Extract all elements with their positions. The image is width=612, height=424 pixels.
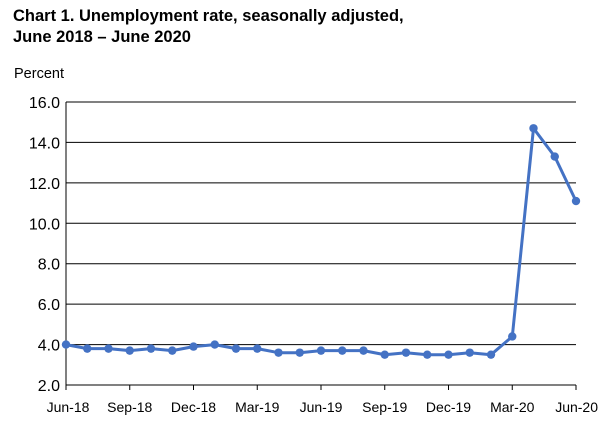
data-point bbox=[529, 124, 538, 133]
data-point bbox=[146, 344, 156, 353]
data-point bbox=[253, 344, 262, 353]
y-axis-label: Percent bbox=[14, 66, 64, 82]
x-tick-labels: Jun-18 Sep-18 Dec-18 Mar-19 Jun-19 Sep-19 Dec-… bbox=[47, 399, 599, 415]
data-point bbox=[571, 196, 581, 206]
x-tick-label: Jun-20 bbox=[555, 399, 598, 415]
data-point bbox=[189, 342, 198, 351]
data-point bbox=[359, 346, 368, 355]
data-point bbox=[486, 350, 496, 359]
chart-title-line: Chart 1. Unemployment rate, seasonally a… bbox=[13, 7, 404, 25]
data-point bbox=[465, 348, 474, 357]
gridlines bbox=[66, 101, 576, 346]
data-point bbox=[274, 348, 283, 357]
data-point bbox=[125, 346, 134, 355]
data-point bbox=[401, 348, 411, 357]
data-point bbox=[104, 344, 113, 353]
data-point bbox=[444, 350, 453, 359]
x-tick-label: Jun-19 bbox=[300, 399, 343, 415]
series-group bbox=[61, 124, 581, 359]
data-point bbox=[423, 350, 432, 359]
x-tick-label: Sep-19 bbox=[362, 399, 407, 415]
y-tick-label: 4.0 bbox=[38, 338, 60, 355]
data-point bbox=[295, 348, 304, 357]
series-line bbox=[65, 126, 578, 357]
y-tick-label: 16.0 bbox=[29, 95, 60, 112]
data-point bbox=[83, 344, 92, 353]
y-tick-labels: 2.0 4.0 6.0 8.0 10.0 12.0 14.0 16.0 bbox=[29, 95, 60, 395]
chart-title: Chart 1. Unemployment rate, seasonally a… bbox=[13, 6, 404, 48]
data-point bbox=[210, 340, 219, 349]
x-tick-label: Dec-19 bbox=[426, 399, 471, 415]
y-tick-label: 10.0 bbox=[29, 216, 60, 233]
data-point bbox=[316, 346, 326, 355]
x-tick-label: Sep-18 bbox=[107, 399, 152, 415]
data-point bbox=[168, 346, 177, 355]
data-point bbox=[61, 340, 71, 349]
data-point bbox=[508, 332, 517, 341]
y-tick-label: 14.0 bbox=[29, 135, 60, 152]
x-tick-label: Dec-18 bbox=[171, 399, 216, 415]
data-point bbox=[231, 344, 241, 353]
chart-subtitle: June 2018 – June 2020 bbox=[13, 28, 191, 46]
data-point bbox=[380, 350, 389, 359]
y-tick-label: 8.0 bbox=[38, 257, 60, 274]
data-point bbox=[338, 346, 347, 355]
x-tick-label: Mar-20 bbox=[490, 399, 535, 415]
axes bbox=[65, 102, 577, 390]
y-tick-label: 6.0 bbox=[38, 297, 60, 314]
y-tick-label: 12.0 bbox=[29, 176, 60, 193]
y-tick-label: 2.0 bbox=[38, 378, 60, 395]
x-tick-label: Mar-19 bbox=[235, 399, 280, 415]
data-point bbox=[550, 152, 559, 161]
x-tick-label: Jun-18 bbox=[47, 399, 90, 415]
